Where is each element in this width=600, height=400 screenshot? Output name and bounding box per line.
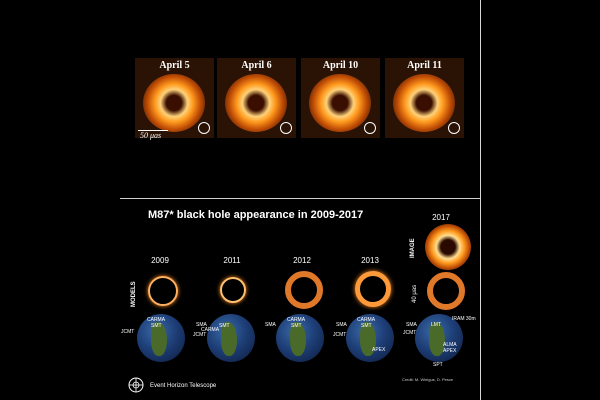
panel-label: April 6 — [241, 60, 272, 71]
panel-label: April 5 — [159, 60, 190, 71]
black-hole-ring — [393, 74, 455, 132]
continent — [290, 322, 306, 356]
station-label: SMT — [219, 323, 230, 329]
black-hole-ring — [225, 74, 287, 132]
black-hole-ring — [309, 74, 371, 132]
year-label-2012: 2012 — [293, 256, 311, 265]
year-label-2009: 2009 — [151, 256, 169, 265]
station-label: JCMT — [403, 330, 417, 336]
station-label: APEX — [372, 347, 386, 353]
continent — [360, 322, 376, 356]
black-hole-ring — [143, 74, 205, 132]
station-label: APEX — [443, 348, 457, 354]
station-label: LMT — [431, 322, 441, 328]
beam-circle — [198, 122, 210, 134]
beam-circle — [364, 122, 376, 134]
model-ring-2017 — [427, 272, 465, 310]
station-label: SMT — [291, 323, 302, 329]
eht-image-april-11: April 11 — [385, 58, 464, 138]
eht-logo-icon — [128, 377, 144, 393]
horizontal-divider — [120, 198, 480, 199]
image-credit: Credit: M. Wielgus, D. Pesce — [402, 377, 454, 382]
infographic-title: M87* black hole appearance in 2009-2017 — [148, 209, 364, 221]
station-label: SMA — [265, 322, 276, 328]
year-label-2013: 2013 — [361, 256, 379, 265]
panel-label: April 10 — [322, 60, 359, 71]
beam-circle — [448, 122, 460, 134]
station-label: SMA — [336, 322, 347, 328]
station-label: SPT — [433, 362, 443, 368]
station-label: JCMT — [333, 332, 347, 338]
continent — [221, 322, 237, 356]
station-label: SMA — [196, 322, 207, 328]
continent — [429, 322, 445, 356]
station-label: CARMA — [201, 327, 220, 333]
logo-text: Event Horizon Telescope — [150, 383, 217, 389]
model-ring-2009 — [148, 276, 178, 306]
model-ring-2011 — [220, 277, 246, 303]
globe-2011 — [207, 314, 255, 362]
scale-label-40: 40 μas — [412, 284, 418, 303]
beam-circle — [280, 122, 292, 134]
station-label: CARMA — [357, 317, 376, 323]
station-label: CARMA — [287, 317, 306, 323]
station-label: JCMT — [121, 329, 135, 335]
image-2017 — [425, 224, 471, 270]
station-label: SMT — [151, 323, 162, 329]
globe-2009 — [137, 314, 185, 362]
station-label: SMA — [406, 322, 417, 328]
scale-label: 50 μas — [140, 131, 162, 140]
station-label: JCMT — [193, 332, 207, 338]
globe-2012 — [276, 314, 324, 362]
globe-2017 — [415, 314, 463, 362]
image-label: IMAGE — [410, 238, 416, 258]
year-label-2017: 2017 — [432, 213, 450, 222]
panel-label: April 11 — [407, 60, 442, 71]
globe-2013 — [346, 314, 394, 362]
model-ring-2013 — [355, 271, 391, 307]
model-ring-2012 — [285, 271, 323, 309]
continent — [151, 322, 167, 356]
station-label: ALMA — [443, 342, 457, 348]
scale-bar — [138, 130, 168, 131]
year-label-2011: 2011 — [223, 256, 241, 265]
vertical-divider — [480, 0, 481, 400]
eht-image-april-5: April 5 — [135, 58, 214, 138]
eht-image-april-6: April 6 — [217, 58, 296, 138]
models-label: MODELS — [131, 281, 137, 307]
station-label: CARMA — [147, 317, 166, 323]
eht-image-april-10: April 10 — [301, 58, 380, 138]
station-label: IRAM 30m — [452, 316, 476, 322]
station-label: SMT — [361, 323, 372, 329]
